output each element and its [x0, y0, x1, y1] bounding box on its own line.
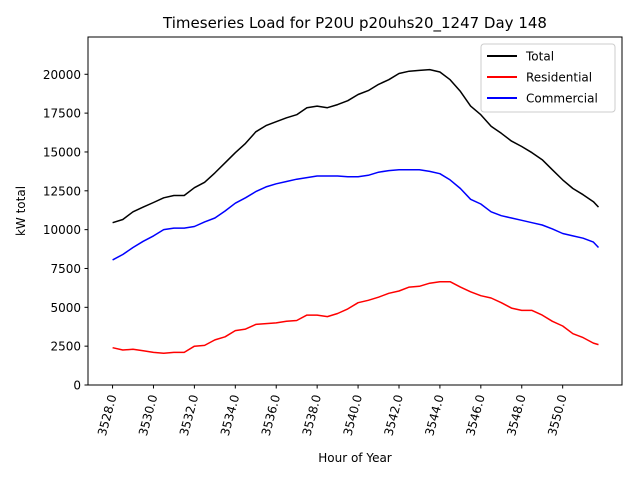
plot-lines	[112, 68, 600, 354]
legend: Total Residential Commercial	[480, 43, 616, 113]
y-tick-label: 15000	[43, 145, 81, 159]
y-axis-label: kW total	[14, 186, 28, 236]
series-line-total	[112, 68, 600, 224]
y-tick-label: 7500	[50, 262, 81, 276]
series-line-commercial	[112, 169, 600, 261]
plot-frame	[87, 36, 623, 386]
y-tick-label: 10000	[43, 223, 81, 237]
y-tick-label: 0	[73, 379, 81, 393]
series-line-residential	[112, 280, 599, 354]
legend-label-total: Total	[525, 50, 554, 64]
y-axis-ticks: 0 2500 5000 7500 10000 12500 15000 17500 20000	[43, 68, 88, 393]
y-tick-label: 20000	[43, 68, 81, 82]
legend-box	[480, 43, 616, 113]
y-tick-label: 5000	[50, 301, 81, 315]
y-tick-label: 12500	[43, 184, 81, 198]
legend-label-residential: Residential	[526, 71, 592, 85]
chart-title: Timeseries Load for P20U p20uhs20_1247 D…	[162, 14, 547, 33]
y-tick-label: 2500	[50, 340, 81, 354]
y-tick-label: 17500	[43, 107, 81, 121]
x-axis-label: Hour of Year	[318, 451, 392, 465]
legend-label-commercial: Commercial	[526, 92, 598, 106]
